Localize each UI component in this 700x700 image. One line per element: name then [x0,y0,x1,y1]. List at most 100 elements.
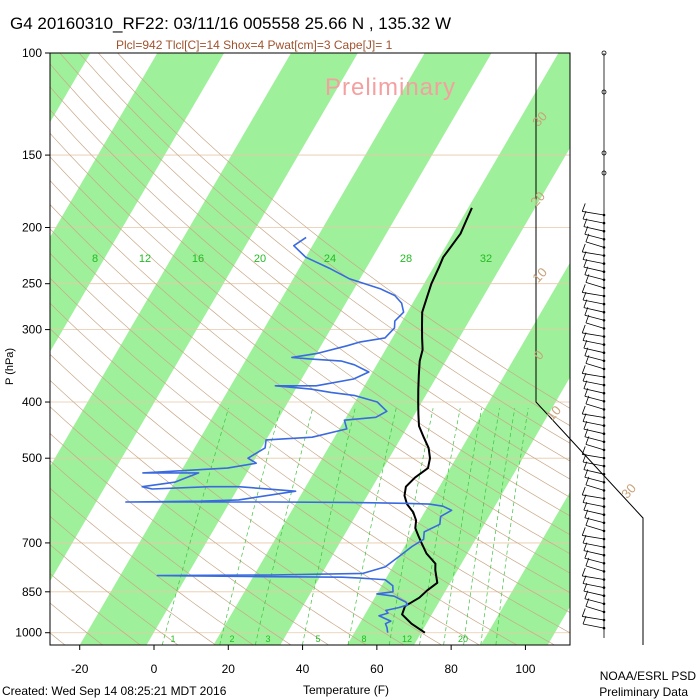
dry-adiabat [50,180,570,574]
mixing-ratio-label-lower: 3 [265,634,270,644]
mixing-ratio-label: 12 [139,253,151,265]
wind-barb-feather [582,453,587,463]
wind-barb-feather [585,557,590,567]
plot-frame [49,52,571,646]
wind-barb-feather [584,550,589,559]
wind-barb-feather [583,582,588,592]
wind-barb-feather [581,405,586,415]
wind-barb-base [602,286,606,290]
dry-adiabat [50,353,442,645]
wind-barb-base [602,391,606,395]
dry-adiabat [50,86,570,498]
y-tick-label: 100 [22,46,42,60]
dry-adiabat [50,252,570,634]
x-tick-label: 0 [151,662,158,676]
mixing-ratio-line [463,408,500,645]
mixing-ratio-line [302,408,356,645]
wind-barb-base [602,424,606,427]
wind-barb-feather [583,218,588,227]
y-tick-label: 400 [22,395,42,409]
preliminary-watermark: Preliminary [325,74,456,101]
x-tick-label: 100 [515,662,535,676]
mixing-ratio-label-lower: 2 [229,634,234,644]
dry-adiabat [50,63,570,480]
wind-barb-base [602,513,606,516]
wind-barb-base [602,537,606,541]
wind-barb-base [602,375,606,379]
wind-barb-feather [581,608,586,617]
wind-barb-feather [583,542,588,551]
wind-barb-feather [585,355,590,364]
preliminary-data-note: Preliminary Data [599,685,688,699]
wind-barb-base [602,270,606,274]
mixing-ratio-line [495,408,529,645]
wind-barb-base [602,578,606,581]
wind-barb [585,444,605,451]
isobar-lines [50,53,570,634]
wind-barb-base [602,310,606,314]
wind-barb-base [602,521,606,525]
x-tick-label: 20 [222,662,236,676]
wind-barb-feather [585,517,590,526]
wind-barb-feather [585,314,590,324]
wind-barb-base [602,481,606,484]
wind-barb-feather [581,486,586,496]
wind-barb-base [602,432,606,436]
wind-barb-feather [581,527,586,536]
wind-barb-feather [582,210,587,220]
dry-adiabat [50,602,103,645]
wind-barb-base [602,278,606,282]
wind-barb-base [602,586,606,589]
wind-barb-feather [585,476,590,486]
wind-barb [585,606,605,613]
y-tick-label: 500 [22,451,42,465]
y-axis-label: P (hPa) [4,348,16,385]
dry-adiabat [50,487,254,645]
wind-barb-feather [584,509,589,518]
dry-adiabat [50,433,329,645]
isotherm-band [347,262,570,645]
wind-barb-feather [581,203,586,212]
wind-barb-base [602,545,606,549]
wind-barb-feather [583,380,588,389]
wind-barb-base [602,505,606,508]
wind-barb-feather [582,615,587,625]
wind-barb-feather [584,428,589,437]
wind-barb-feather [584,226,589,235]
wind-barb [585,363,605,370]
wind-barb-feather [582,332,587,341]
isotherm-band [79,53,492,645]
dry-adiabat [50,460,292,645]
mixing-ratio-label-lower: 1 [170,634,175,644]
isotherm-band [615,53,700,645]
mixing-ratio-line [161,408,229,645]
dry-adiabat [98,53,570,427]
mixing-ratio-line [219,408,281,645]
x-tick-label: 40 [296,662,310,676]
wind-barb-base [602,327,606,330]
wind-barb-base [602,610,606,614]
axis-ticks [45,52,526,650]
temperature-trace [401,207,473,634]
mixing-ratio-label-lower: 5 [315,634,320,644]
wind-barb-base [602,262,606,265]
wind-barb [585,322,605,329]
isotherm-bands [50,53,700,645]
wind-barb-base [602,302,606,306]
sounding-parameters: Plcl=942 Tlcl[C]=14 Shox=4 Pwat[cm]=3 Ca… [116,38,393,52]
mixing-ratio-line [419,408,461,645]
mixing-ratio-line [443,408,483,645]
wind-barb [585,282,605,289]
wind-barb-base [602,294,606,298]
wind-barb-base [602,497,606,500]
wind-barb-feather [582,575,587,584]
y-tick-label: 200 [22,221,42,235]
x-tick-label: 60 [370,662,384,676]
wind-barb-feather [585,274,590,283]
chart-title: G4 20160310_RF22: 03/11/16 005558 25.66 … [10,14,451,33]
wind-barb-base [602,570,606,573]
y-tick-label: 300 [22,323,42,337]
mixing-ratio-label: 16 [192,253,204,265]
wind-barb-feather [585,233,590,243]
dry-adiabat [50,109,570,517]
